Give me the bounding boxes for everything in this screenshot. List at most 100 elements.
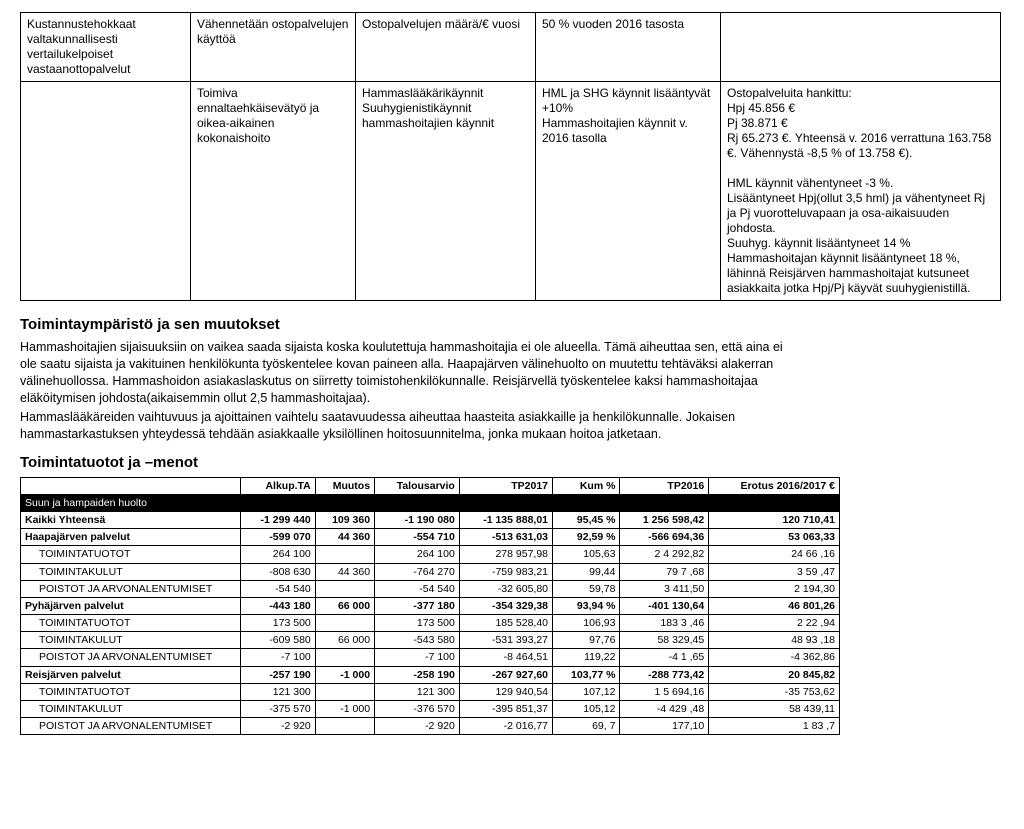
row-cell: -1 190 080 bbox=[375, 512, 460, 529]
row-cell: -54 540 bbox=[241, 580, 316, 597]
row-cell: 1 83 ,7 bbox=[709, 718, 840, 735]
row-cell: 53 063,33 bbox=[709, 529, 840, 546]
row-cell: -2 016,77 bbox=[459, 718, 552, 735]
row-cell: 119,22 bbox=[553, 649, 620, 666]
finance-col-7: Erotus 2016/2017 € bbox=[709, 477, 840, 494]
row-cell: -443 180 bbox=[241, 597, 316, 614]
row-cell: 58 329,45 bbox=[620, 632, 709, 649]
goals-head-0: Kustannustehokkaat valtakunnallisesti ve… bbox=[21, 13, 191, 82]
row-cell: 3 411,50 bbox=[620, 580, 709, 597]
table-row: TOIMINTATUOTOT173 500173 500185 528,4010… bbox=[21, 615, 840, 632]
row-cell: -1 299 440 bbox=[241, 512, 316, 529]
row-label: TOIMINTATUOTOT bbox=[21, 615, 241, 632]
row-cell: -4 362,86 bbox=[709, 649, 840, 666]
row-cell: -599 070 bbox=[241, 529, 316, 546]
row-cell: -2 920 bbox=[375, 718, 460, 735]
row-cell: 109 360 bbox=[315, 512, 374, 529]
table-row: POISTOT JA ARVONALENTUMISET-2 920-2 920-… bbox=[21, 718, 840, 735]
row-label: Kaikki Yhteensä bbox=[21, 512, 241, 529]
row-cell: 278 957,98 bbox=[459, 546, 552, 563]
row-cell: -54 540 bbox=[375, 580, 460, 597]
row-cell: -808 630 bbox=[241, 563, 316, 580]
row-cell: 177,10 bbox=[620, 718, 709, 735]
row-cell: 58 439,11 bbox=[709, 700, 840, 717]
row-cell: -8 464,51 bbox=[459, 649, 552, 666]
row-label: TOIMINTATUOTOT bbox=[21, 546, 241, 563]
row-cell: -257 190 bbox=[241, 666, 316, 683]
table-row: TOIMINTATUOTOT121 300121 300129 940,5410… bbox=[21, 683, 840, 700]
row-cell: -513 631,03 bbox=[459, 529, 552, 546]
row-cell: -4 429 ,48 bbox=[620, 700, 709, 717]
row-cell: 2 4 292,82 bbox=[620, 546, 709, 563]
row-cell: -543 580 bbox=[375, 632, 460, 649]
row-cell: 173 500 bbox=[375, 615, 460, 632]
table-row: Haapajärven palvelut-599 07044 360-554 7… bbox=[21, 529, 840, 546]
finance-col-2: Muutos bbox=[315, 477, 374, 494]
row-cell: 1 256 598,42 bbox=[620, 512, 709, 529]
row-cell: -1 135 888,01 bbox=[459, 512, 552, 529]
row-cell: 120 710,41 bbox=[709, 512, 840, 529]
finance-col-6: TP2016 bbox=[620, 477, 709, 494]
row-cell: 2 194,30 bbox=[709, 580, 840, 597]
row-cell: 173 500 bbox=[241, 615, 316, 632]
row-cell: -377 180 bbox=[375, 597, 460, 614]
table-row: TOIMINTAKULUT-375 570-1 000-376 570-395 … bbox=[21, 700, 840, 717]
finance-table: Alkup.TAMuutosTalousarvioTP2017Kum %TP20… bbox=[20, 477, 840, 736]
row-cell bbox=[315, 649, 374, 666]
row-cell: -401 130,64 bbox=[620, 597, 709, 614]
row-cell: -759 983,21 bbox=[459, 563, 552, 580]
row-cell: -609 580 bbox=[241, 632, 316, 649]
goals-head-2: Ostopalvelujen määrä/€ vuosi bbox=[356, 13, 536, 82]
table-row: Kaikki Yhteensä-1 299 440109 360-1 190 0… bbox=[21, 512, 840, 529]
row-cell: -32 605,80 bbox=[459, 580, 552, 597]
row-cell: 185 528,40 bbox=[459, 615, 552, 632]
environment-para-1: Hammashoitajien sijaisuuksiin on vaikea … bbox=[20, 339, 800, 407]
row-label: Suun ja hampaiden huolto bbox=[21, 494, 840, 511]
goals-head-1: Vähennetään ostopalvelujen käyttöä bbox=[191, 13, 356, 82]
row-label: POISTOT JA ARVONALENTUMISET bbox=[21, 580, 241, 597]
row-cell: 66 000 bbox=[315, 632, 374, 649]
row-cell: -4 1 ,65 bbox=[620, 649, 709, 666]
row-cell: 92,59 % bbox=[553, 529, 620, 546]
finance-col-3: Talousarvio bbox=[375, 477, 460, 494]
row-label: Reisjärven palvelut bbox=[21, 666, 241, 683]
row-cell: 105,63 bbox=[553, 546, 620, 563]
goals-table: Kustannustehokkaat valtakunnallisesti ve… bbox=[20, 12, 1001, 301]
row-cell: -764 270 bbox=[375, 563, 460, 580]
row-cell: 129 940,54 bbox=[459, 683, 552, 700]
row-cell: -554 710 bbox=[375, 529, 460, 546]
row-cell: 69, 7 bbox=[553, 718, 620, 735]
row-label: POISTOT JA ARVONALENTUMISET bbox=[21, 649, 241, 666]
row-cell: -2 920 bbox=[241, 718, 316, 735]
row-cell: 3 59 ,47 bbox=[709, 563, 840, 580]
row-cell: 183 3 ,46 bbox=[620, 615, 709, 632]
finance-header-row: Alkup.TAMuutosTalousarvioTP2017Kum %TP20… bbox=[21, 477, 840, 494]
row-cell: 121 300 bbox=[375, 683, 460, 700]
row-cell bbox=[315, 683, 374, 700]
row-cell: 264 100 bbox=[375, 546, 460, 563]
table-row: Pyhäjärven palvelut-443 18066 000-377 18… bbox=[21, 597, 840, 614]
row-cell: -354 329,38 bbox=[459, 597, 552, 614]
row-cell: 24 66 ,16 bbox=[709, 546, 840, 563]
finance-col-0 bbox=[21, 477, 241, 494]
row-cell: 93,94 % bbox=[553, 597, 620, 614]
row-cell bbox=[315, 718, 374, 735]
table-row: Reisjärven palvelut-257 190-1 000-258 19… bbox=[21, 666, 840, 683]
row-cell: 106,93 bbox=[553, 615, 620, 632]
goals-cell-4: Ostopalveluita hankittu: Hpj 45.856 € Pj… bbox=[721, 82, 1001, 301]
row-cell: -376 570 bbox=[375, 700, 460, 717]
environment-paragraphs: Hammashoitajien sijaisuuksiin on vaikea … bbox=[20, 339, 800, 442]
row-cell: 79 7 ,68 bbox=[620, 563, 709, 580]
row-cell: 48 93 ,18 bbox=[709, 632, 840, 649]
row-cell: -531 393,27 bbox=[459, 632, 552, 649]
row-cell bbox=[315, 546, 374, 563]
row-cell: -258 190 bbox=[375, 666, 460, 683]
goals-cell-3: HML ja SHG käynnit lisääntyvät +10% Hamm… bbox=[536, 82, 721, 301]
finance-col-1: Alkup.TA bbox=[241, 477, 316, 494]
row-cell: 1 5 694,16 bbox=[620, 683, 709, 700]
row-cell: 264 100 bbox=[241, 546, 316, 563]
row-cell: -1 000 bbox=[315, 666, 374, 683]
row-cell: 107,12 bbox=[553, 683, 620, 700]
row-cell bbox=[315, 580, 374, 597]
row-cell: 66 000 bbox=[315, 597, 374, 614]
